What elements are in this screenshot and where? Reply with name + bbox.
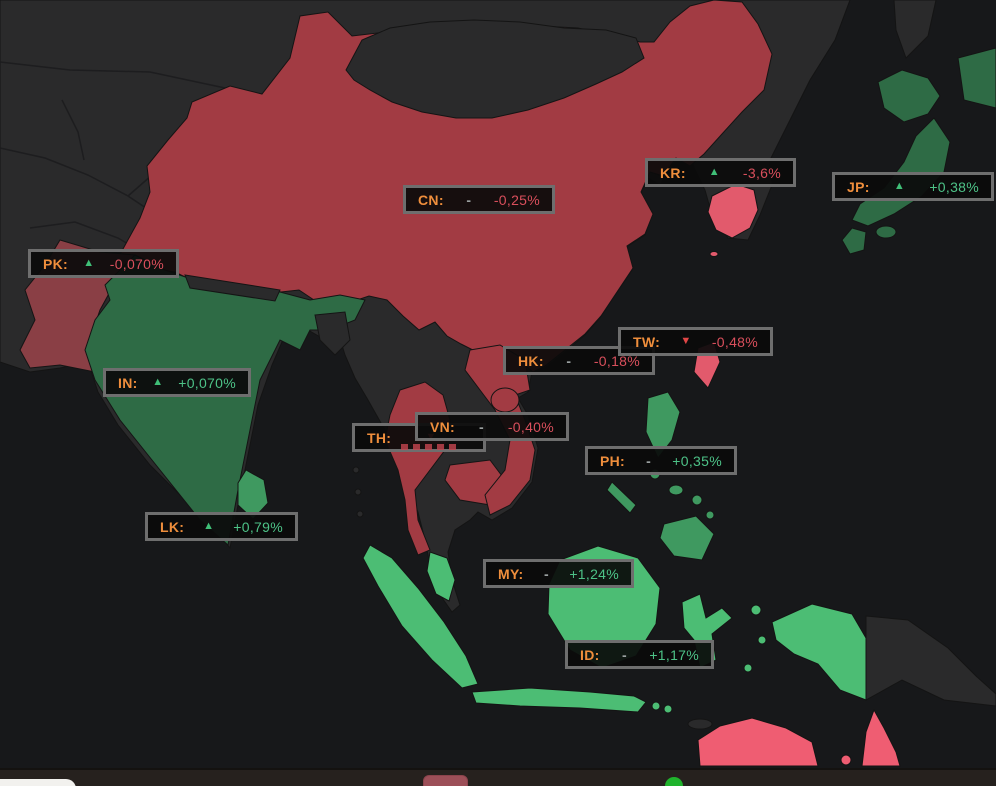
red-button[interactable]	[423, 775, 468, 786]
region-papua-new-guinea[interactable]	[865, 615, 996, 707]
market-label-lk[interactable]: LK: ▲ +0,79%	[145, 512, 298, 541]
region-vietnam[interactable]	[464, 344, 536, 516]
market-label-in[interactable]: IN: ▲ +0,070%	[103, 368, 251, 397]
region-india[interactable]	[84, 254, 366, 546]
region-hainan[interactable]	[490, 387, 520, 413]
flat-dash-icon: -	[543, 565, 549, 582]
flat-dash-icon: -	[566, 352, 572, 369]
region-jeju[interactable]	[709, 251, 719, 257]
country-code-label: KR:	[660, 164, 686, 181]
change-value: -3,6%	[742, 164, 781, 181]
region-australia-north[interactable]	[697, 708, 901, 767]
region-maluku	[743, 604, 767, 673]
country-code-label: CN:	[418, 191, 444, 208]
country-code-label: VN:	[430, 418, 456, 435]
region-sumatra[interactable]	[362, 544, 479, 689]
region-timor	[687, 718, 713, 730]
market-label-pk[interactable]: PK: ▲ -0,070%	[28, 249, 179, 278]
market-label-hk[interactable]: HK: - -0,18%	[503, 346, 655, 375]
flat-dash-icon: -	[646, 452, 652, 469]
region-bali[interactable]	[651, 701, 661, 711]
change-value: -0,25%	[493, 191, 540, 208]
change-value: -0,48%	[711, 333, 758, 350]
region-mongolia[interactable]	[345, 19, 645, 119]
market-label-ph[interactable]: PH: - +0,35%	[585, 446, 737, 475]
region-philippines[interactable]	[606, 391, 715, 561]
change-value: -0,070%	[109, 255, 164, 272]
market-label-cn[interactable]: CN: - -0,25%	[403, 185, 555, 214]
region-sulawesi[interactable]	[681, 593, 733, 669]
country-code-label: HK:	[518, 352, 544, 369]
region-bangladesh[interactable]	[314, 311, 351, 356]
change-value: +1,24%	[569, 565, 619, 582]
change-value: +0,070%	[178, 374, 236, 391]
green-status-dot	[665, 777, 683, 786]
market-label-kr[interactable]: KR: ▲ -3,6%	[645, 158, 796, 187]
bottom-left-control[interactable]	[0, 779, 76, 786]
region-malaysia-peninsula[interactable]	[426, 551, 456, 602]
region-lombok[interactable]	[663, 704, 673, 714]
market-label-my[interactable]: MY: - +1,24%	[483, 559, 634, 588]
bottom-bar	[0, 768, 996, 786]
country-code-label: MY:	[498, 565, 524, 582]
market-label-id[interactable]: ID: - +1,17%	[565, 640, 714, 669]
trend-up-icon: ▲	[152, 376, 164, 388]
flat-dash-icon: -	[466, 191, 472, 208]
trend-up-icon: ▲	[893, 180, 906, 192]
market-label-vn[interactable]: VN: - -0,40%	[415, 412, 569, 441]
trend-up-icon: ▲	[708, 166, 720, 178]
flat-dash-icon: -	[478, 418, 484, 435]
region-java[interactable]	[471, 687, 647, 713]
country-code-label: TW:	[633, 333, 661, 350]
trend-down-icon: ▼	[680, 335, 692, 347]
trend-up-icon: ▲	[203, 520, 215, 532]
country-code-label: JP:	[847, 178, 870, 195]
trend-up-icon: ▲	[83, 257, 95, 269]
change-value: +0,79%	[233, 518, 283, 535]
change-value: +1,17%	[649, 646, 699, 663]
change-value: -0,40%	[507, 418, 554, 435]
country-code-label: ID:	[580, 646, 600, 663]
flat-dash-icon: -	[621, 646, 627, 663]
change-value: +0,38%	[929, 178, 979, 195]
change-value: -0,18%	[593, 352, 640, 369]
country-code-label: LK:	[160, 518, 185, 535]
region-sakhalin[interactable]	[893, 0, 937, 59]
region-nepal[interactable]	[184, 274, 281, 302]
th-clipped-value-fragment	[401, 444, 457, 450]
country-code-label: PH:	[600, 452, 626, 469]
country-code-label: TH:	[367, 429, 392, 446]
market-label-jp[interactable]: JP: ▲ +0,38%	[832, 172, 994, 201]
country-code-label: PK:	[43, 255, 69, 272]
change-value: +0,35%	[672, 452, 722, 469]
region-andaman-islands	[352, 466, 364, 518]
country-code-label: IN:	[118, 374, 138, 391]
market-label-tw[interactable]: TW: ▼ -0,48%	[618, 327, 773, 356]
region-papua-indonesia[interactable]	[771, 603, 867, 701]
